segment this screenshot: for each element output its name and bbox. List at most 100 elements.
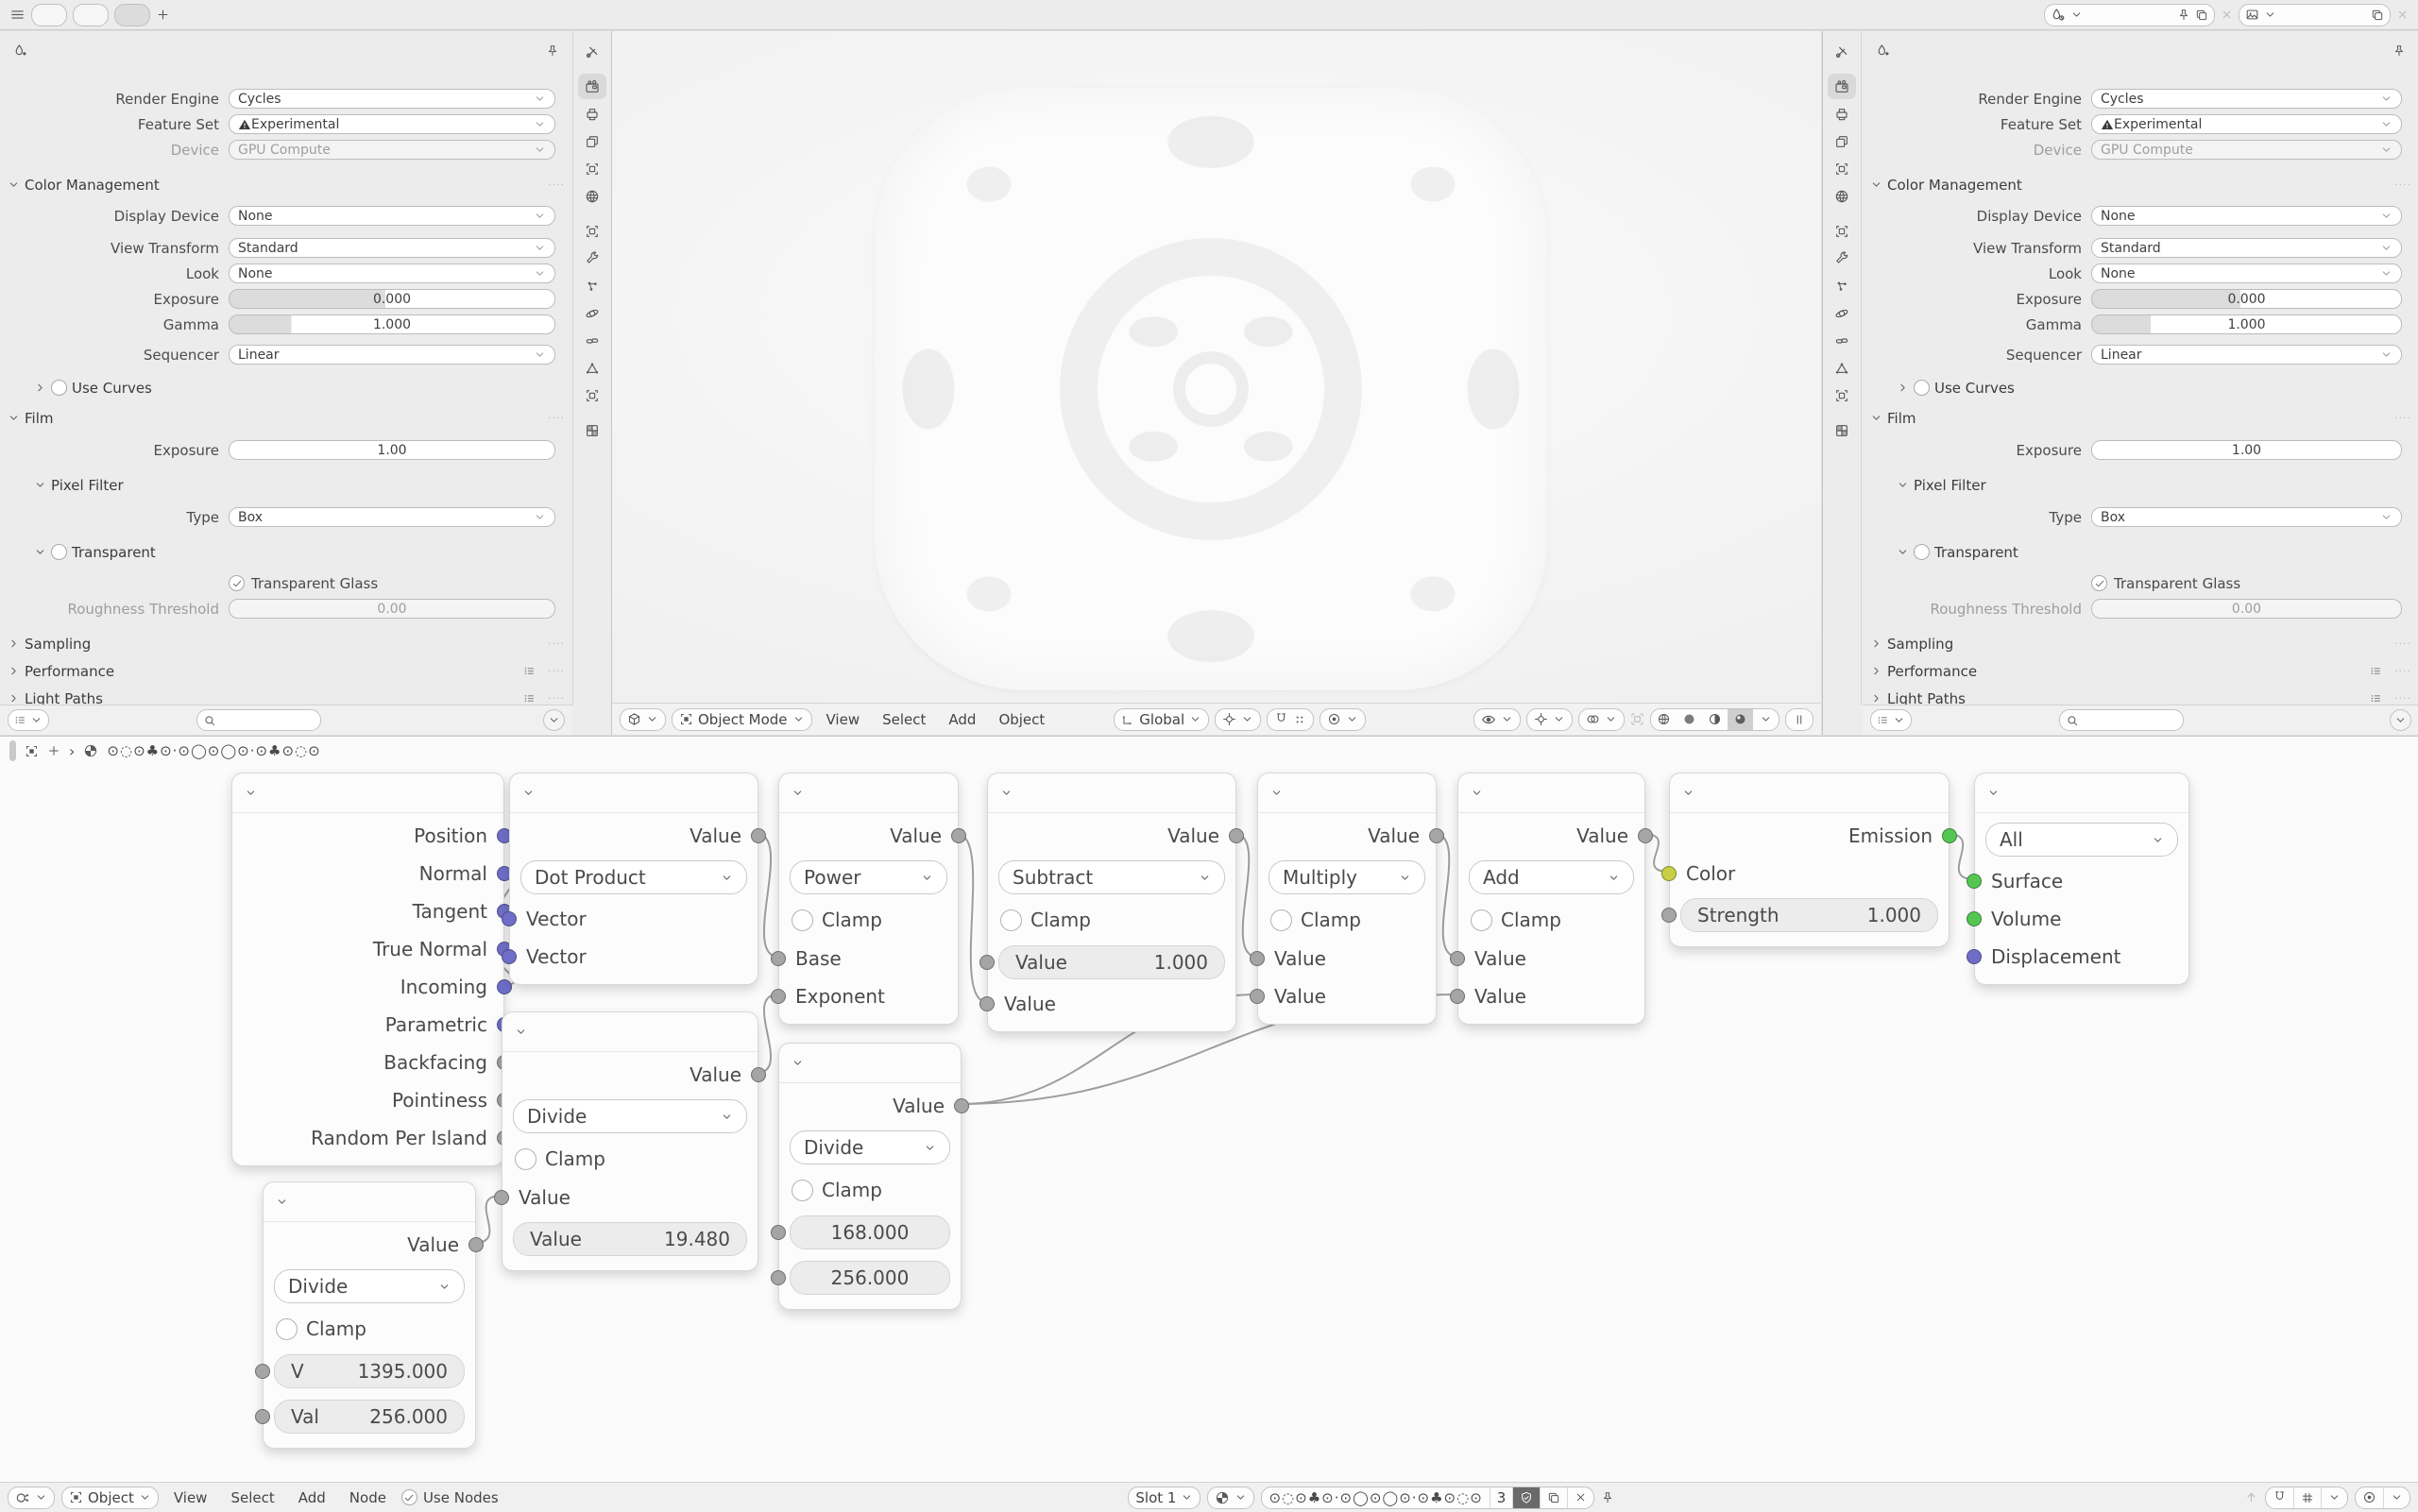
socket-out-incoming[interactable] bbox=[497, 979, 512, 994]
collapse-icon[interactable] bbox=[245, 787, 257, 799]
socket-in-value[interactable] bbox=[255, 1409, 270, 1424]
dropdown-type[interactable]: Box bbox=[2091, 507, 2402, 527]
dropdown-render-engine[interactable]: Cycles bbox=[229, 89, 555, 109]
collapse-icon[interactable] bbox=[1987, 787, 2000, 799]
pin-icon[interactable] bbox=[546, 44, 559, 58]
socket-out-out[interactable] bbox=[1638, 828, 1653, 843]
value-field[interactable]: Value 19.480 bbox=[513, 1222, 747, 1256]
menu-view[interactable]: View bbox=[826, 710, 860, 728]
shading-wireframe-button[interactable] bbox=[1651, 709, 1677, 730]
value-field[interactable]: V 1395.000 bbox=[274, 1354, 465, 1388]
use-nodes-checkbox[interactable]: Use Nodes bbox=[400, 1489, 499, 1506]
properties-tab-constraints[interactable] bbox=[578, 328, 606, 353]
copy-material-button[interactable] bbox=[1540, 1487, 1567, 1508]
collapse-icon[interactable] bbox=[1270, 787, 1283, 799]
visibility-dropdown[interactable] bbox=[1473, 707, 1521, 731]
clamp-checkbox[interactable] bbox=[276, 1317, 298, 1340]
snap-toggle-button[interactable] bbox=[2266, 1487, 2293, 1508]
unlink-material-button[interactable] bbox=[1567, 1487, 1593, 1508]
menu-node[interactable]: Node bbox=[349, 1488, 386, 1506]
shading-rendered-button[interactable] bbox=[1728, 708, 1753, 730]
dropdown-type[interactable]: Box bbox=[229, 507, 555, 527]
dropdown-display-device[interactable]: None bbox=[229, 206, 555, 226]
socket-in-value[interactable] bbox=[255, 1364, 270, 1379]
subsection-header-transparent[interactable]: Transparent bbox=[1863, 538, 2418, 566]
snap-toggle[interactable] bbox=[1267, 707, 1315, 731]
drag-handle[interactable]: ···· bbox=[548, 637, 565, 650]
checkbox-wrap[interactable]: Transparent Glass bbox=[229, 575, 378, 592]
pause-render-button[interactable] bbox=[1785, 707, 1814, 731]
field-exposure[interactable]: 1.00 bbox=[229, 440, 555, 460]
dropdown-display-device[interactable]: None bbox=[2091, 206, 2402, 226]
copy-icon[interactable] bbox=[2371, 8, 2384, 22]
collapse-icon[interactable] bbox=[276, 1196, 288, 1208]
node-header[interactable] bbox=[1975, 773, 2188, 813]
properties-tab-view-layer[interactable] bbox=[1828, 128, 1856, 154]
menu-add[interactable]: Add bbox=[298, 1488, 326, 1506]
clamp-checkbox[interactable] bbox=[792, 1179, 813, 1201]
dropdown-render-engine[interactable]: Cycles bbox=[2091, 89, 2402, 109]
dropdown-feature-set[interactable]: Experimental bbox=[229, 114, 555, 134]
menu-select[interactable]: Select bbox=[882, 710, 927, 728]
checkbox[interactable] bbox=[400, 1489, 417, 1505]
checkbox[interactable] bbox=[1914, 380, 1930, 396]
drag-handle[interactable]: ···· bbox=[548, 665, 565, 677]
collapse-icon[interactable] bbox=[792, 787, 804, 799]
snap-options-button[interactable] bbox=[2321, 1487, 2347, 1508]
socket-in-value[interactable] bbox=[979, 955, 995, 970]
properties-tab-scene[interactable] bbox=[578, 156, 606, 181]
section-header-performance[interactable]: Performance ···· bbox=[0, 657, 572, 685]
properties-tab-material[interactable] bbox=[578, 382, 606, 408]
properties-tab-texture[interactable] bbox=[1828, 417, 1856, 443]
fake-user-button[interactable] bbox=[1512, 1487, 1541, 1508]
socket-in-in1[interactable] bbox=[979, 996, 995, 1011]
add-workspace-button[interactable] bbox=[156, 8, 170, 22]
clamp-checkbox[interactable] bbox=[1471, 909, 1492, 931]
properties-tab-render[interactable] bbox=[578, 74, 606, 99]
socket-in-in[interactable] bbox=[494, 1190, 509, 1205]
scrollbar-nub[interactable] bbox=[9, 740, 16, 761]
menu-view[interactable]: View bbox=[173, 1488, 208, 1506]
mode-dropdown[interactable]: Object Mode bbox=[672, 707, 812, 731]
clamp-checkbox[interactable] bbox=[515, 1147, 536, 1170]
operation-dropdown[interactable]: Divide bbox=[513, 1099, 747, 1133]
arrow-up-icon[interactable] bbox=[2244, 1490, 2258, 1504]
drag-handle[interactable]: ···· bbox=[548, 412, 565, 424]
value-field[interactable]: 256.000 bbox=[790, 1261, 950, 1295]
material-users-count[interactable]: 3 bbox=[1489, 1487, 1513, 1508]
socket-out-out[interactable] bbox=[951, 828, 966, 843]
field-gamma[interactable]: 1.000 bbox=[229, 314, 555, 334]
properties-tab-object[interactable] bbox=[578, 218, 606, 244]
socket-out-out[interactable] bbox=[1942, 828, 1957, 843]
list-options-icon[interactable] bbox=[2370, 665, 2382, 677]
field-exposure[interactable]: 0.000 bbox=[2091, 289, 2402, 309]
pin-icon[interactable] bbox=[2392, 44, 2406, 58]
operation-dropdown[interactable]: Multiply bbox=[1269, 860, 1425, 894]
material-name-field[interactable]: ⊙◌⊙♣⊙·⊙◯⊙◯⊙·⊙♣⊙◌⊙ bbox=[1262, 1487, 1489, 1508]
workspace-tab-2[interactable] bbox=[73, 3, 109, 26]
operation-dropdown[interactable]: All bbox=[1985, 823, 2178, 857]
collapse-icon[interactable] bbox=[1471, 787, 1483, 799]
socket-in-value[interactable] bbox=[771, 1225, 786, 1240]
dropdown-view-transform[interactable]: Standard bbox=[2091, 238, 2402, 258]
subsection-header-pixel-filter[interactable]: Pixel Filter bbox=[1863, 471, 2418, 499]
shading-options-button[interactable] bbox=[1753, 709, 1779, 730]
socket-in-value[interactable] bbox=[1661, 908, 1677, 923]
shader-node-editor[interactable]: › ⊙◌⊙♣⊙·⊙◯⊙◯⊙·⊙♣⊙◌⊙ Position Normal Tangent T… bbox=[0, 736, 2418, 1512]
node-header[interactable] bbox=[988, 773, 1235, 813]
socket-out-out[interactable] bbox=[954, 1098, 969, 1113]
socket-out-out[interactable] bbox=[1429, 828, 1444, 843]
menu-select[interactable]: Select bbox=[230, 1488, 275, 1506]
operation-dropdown[interactable]: Dot Product bbox=[520, 860, 747, 894]
shading-material-preview-button[interactable] bbox=[1702, 709, 1728, 730]
close-icon[interactable] bbox=[2396, 8, 2409, 21]
editor-type-button[interactable] bbox=[620, 707, 666, 731]
node-divmid[interactable]: Value Divide Clamp 168.000 256.000 bbox=[771, 1043, 969, 1310]
dropdown-view-transform[interactable]: Standard bbox=[229, 238, 555, 258]
socket-out-out[interactable] bbox=[468, 1237, 484, 1252]
field-roughness-threshold[interactable]: 0.00 bbox=[2091, 599, 2402, 619]
dropdown-feature-set[interactable]: Experimental bbox=[2091, 114, 2402, 134]
dropdown-sequencer[interactable]: Linear bbox=[2091, 345, 2402, 365]
overlays-options-button[interactable] bbox=[2383, 1487, 2409, 1508]
socket-in-in1[interactable] bbox=[1450, 989, 1465, 1004]
